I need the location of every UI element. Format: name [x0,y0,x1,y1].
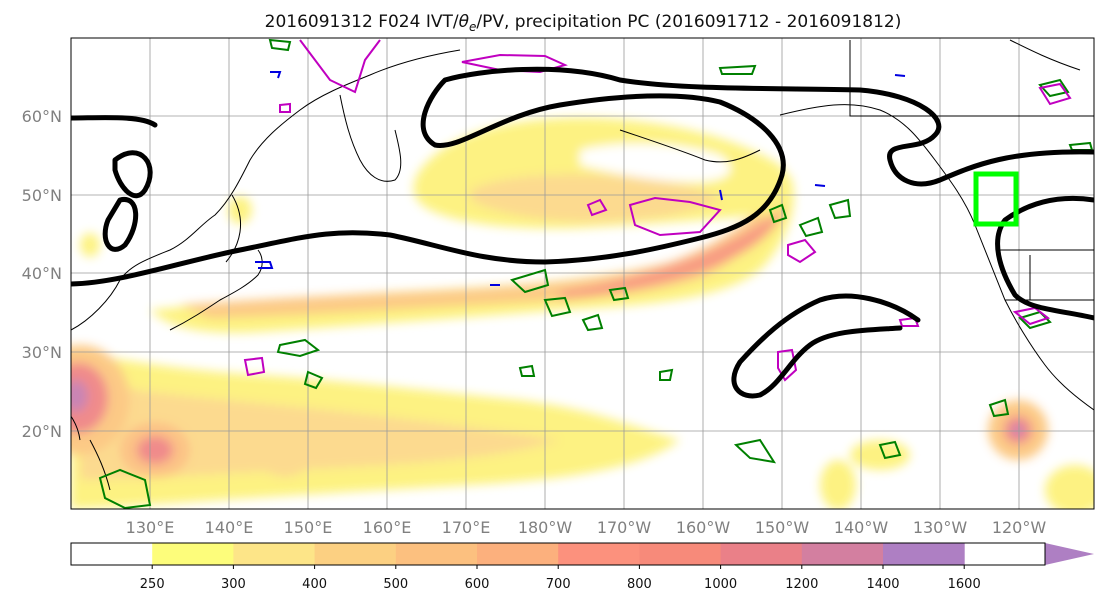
longitude-labels: 130°E 140°E 150°E 160°E 170°E 180°W 170°… [126,518,1047,537]
colorbar-swatch [314,543,397,565]
lat-label: 60°N [22,107,62,126]
lon-label: 130°W [913,518,968,537]
colorbar-label: 1600 [948,577,981,592]
colorbar-label: 1400 [866,577,899,592]
lon-label: 130°E [126,518,175,537]
map-panel: 60°N 50°N 40°N 30°N 20°N 130°E 140°E 150… [22,37,1095,537]
colorbar-swatches [71,543,965,565]
lon-label: 160°E [363,518,412,537]
theta-e-negative-contours [255,71,906,286]
lat-label: 20°N [22,422,62,441]
lat-label: 50°N [22,186,62,205]
target-region-box [973,171,1019,227]
pv-contours [71,66,1094,399]
lon-label: 160°W [676,518,731,537]
lon-label: 150°E [284,518,333,537]
colorbar-swatch [639,543,722,565]
precip-pc-contours [98,38,1094,509]
colorbar-label: 600 [465,577,490,592]
colorbar-label: 250 [140,577,165,592]
colorbar-swatch [558,543,640,565]
lon-label: 140°E [205,518,254,537]
colorbar-label: 300 [221,577,246,592]
lon-label: 120°W [992,518,1047,537]
colorbar-label: 700 [546,577,571,592]
lat-label: 40°N [22,264,62,283]
colorbar-swatch [395,543,478,565]
latitude-labels: 60°N 50°N 40°N 30°N 20°N [22,107,62,441]
colorbar-swatch [71,543,153,565]
colorbar-extend-arrow [1045,543,1094,565]
lon-label: 170°E [442,518,491,537]
colorbar-swatch [152,543,234,565]
colorbar-swatch [477,543,559,565]
colorbar-label: 400 [302,577,327,592]
colorbar-label: 800 [627,577,652,592]
colorbar-label: 1200 [785,577,818,592]
colorbar-swatch [720,543,803,565]
lon-label: 150°W [755,518,810,537]
lat-label: 30°N [22,343,62,362]
colorbar-label: 1000 [704,577,737,592]
lon-label: 170°W [597,518,652,537]
colorbar-label: 500 [383,577,408,592]
lon-label: 180°W [518,518,573,537]
colorbar: 250 300 400 500 600 700 800 1000 1200 1400 1600 [70,542,1094,592]
colorbar-swatch [233,543,316,565]
figure-title: 2016091312 F024 IVT/θe/PV, precipitation… [265,12,902,34]
colorbar-tick-labels: 250 300 400 500 600 700 800 1000 1200 1400 1600 [140,565,981,592]
colorbar-swatch [801,543,884,565]
colorbar-swatch [883,543,965,565]
map-frame [70,37,1095,510]
lon-label: 140°W [834,518,889,537]
